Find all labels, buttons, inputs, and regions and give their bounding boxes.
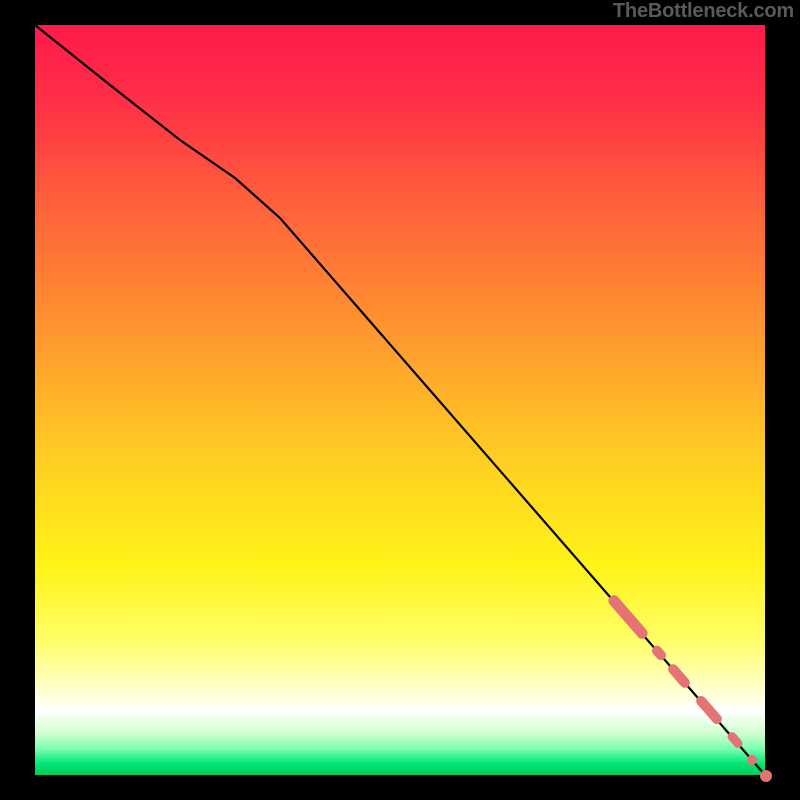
plot-area (35, 25, 765, 775)
marker-dot (760, 770, 772, 782)
marker-dot (747, 755, 757, 765)
watermark-text: TheBottleneck.com (613, 0, 794, 23)
bottleneck-chart (0, 0, 800, 800)
